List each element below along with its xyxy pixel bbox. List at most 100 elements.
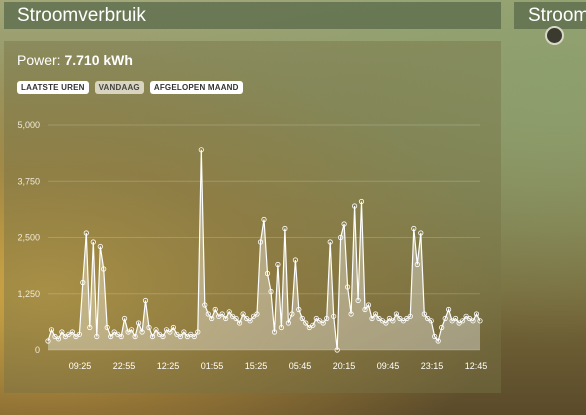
data-point[interactable] bbox=[261, 216, 267, 223]
data-point[interactable] bbox=[372, 311, 379, 317]
data-point[interactable] bbox=[160, 333, 166, 340]
data-point[interactable] bbox=[393, 311, 399, 317]
data-point[interactable] bbox=[439, 324, 445, 331]
data-point[interactable] bbox=[202, 302, 208, 308]
data-point[interactable] bbox=[268, 288, 274, 295]
data-point[interactable] bbox=[275, 261, 281, 268]
data-point[interactable] bbox=[337, 234, 344, 241]
data-point[interactable] bbox=[257, 239, 264, 245]
data-point[interactable] bbox=[445, 306, 452, 313]
data-point[interactable] bbox=[48, 327, 55, 333]
data-point[interactable] bbox=[285, 320, 291, 326]
data-point[interactable] bbox=[76, 331, 83, 337]
data-point[interactable] bbox=[358, 198, 365, 205]
data-point[interactable] bbox=[55, 336, 62, 342]
data-point[interactable] bbox=[418, 230, 424, 236]
data-point[interactable] bbox=[466, 315, 473, 322]
data-point[interactable] bbox=[170, 324, 176, 331]
data-point[interactable] bbox=[341, 221, 347, 227]
data-point[interactable] bbox=[233, 315, 239, 322]
data-point[interactable] bbox=[111, 329, 117, 335]
data-point[interactable] bbox=[435, 338, 441, 344]
data-point[interactable] bbox=[470, 318, 476, 324]
data-point[interactable] bbox=[386, 315, 392, 322]
data-point[interactable] bbox=[282, 225, 288, 232]
data-point[interactable] bbox=[80, 279, 86, 286]
data-point[interactable] bbox=[250, 313, 257, 319]
data-point[interactable] bbox=[264, 270, 271, 277]
data-point[interactable] bbox=[59, 329, 65, 335]
data-point[interactable] bbox=[334, 347, 340, 353]
data-point[interactable] bbox=[52, 333, 58, 340]
data-point[interactable] bbox=[299, 315, 305, 322]
data-point[interactable] bbox=[94, 333, 100, 340]
data-point[interactable] bbox=[397, 315, 403, 322]
data-point[interactable] bbox=[383, 320, 389, 326]
data-point[interactable] bbox=[209, 315, 215, 322]
data-point[interactable] bbox=[411, 225, 417, 232]
data-point[interactable] bbox=[139, 329, 145, 335]
data-point[interactable] bbox=[87, 324, 93, 331]
data-point[interactable] bbox=[331, 313, 337, 319]
range-button-month[interactable]: AFGELOPEN MAAND bbox=[149, 81, 243, 94]
data-point[interactable] bbox=[376, 315, 382, 322]
data-point[interactable] bbox=[303, 320, 309, 326]
toggle-knob[interactable] bbox=[545, 26, 564, 45]
data-point[interactable] bbox=[390, 318, 396, 324]
data-point[interactable] bbox=[129, 327, 135, 333]
data-point[interactable] bbox=[104, 324, 110, 331]
data-point[interactable] bbox=[195, 329, 201, 335]
data-point[interactable] bbox=[348, 311, 354, 317]
data-point[interactable] bbox=[355, 297, 361, 304]
data-point[interactable] bbox=[212, 306, 218, 313]
data-point[interactable] bbox=[344, 284, 351, 290]
data-point[interactable] bbox=[66, 331, 72, 337]
data-point[interactable] bbox=[205, 311, 211, 317]
data-point[interactable] bbox=[216, 313, 222, 319]
data-point[interactable] bbox=[223, 315, 229, 322]
range-button-recent[interactable]: LAATSTE UREN bbox=[17, 81, 89, 94]
data-point[interactable] bbox=[181, 329, 187, 335]
data-point[interactable] bbox=[146, 324, 152, 331]
data-point[interactable] bbox=[459, 318, 466, 324]
data-point[interactable] bbox=[247, 318, 253, 324]
data-point[interactable] bbox=[452, 315, 459, 322]
data-point[interactable] bbox=[237, 320, 243, 326]
data-point[interactable] bbox=[153, 327, 159, 333]
data-point[interactable] bbox=[240, 311, 246, 317]
data-point[interactable] bbox=[289, 311, 295, 317]
data-point[interactable] bbox=[167, 329, 173, 335]
data-point[interactable] bbox=[473, 311, 480, 317]
data-point[interactable] bbox=[97, 243, 103, 250]
data-point[interactable] bbox=[432, 333, 438, 340]
data-point[interactable] bbox=[292, 257, 298, 263]
range-button-today[interactable]: VANDAAG bbox=[94, 81, 144, 94]
data-point[interactable] bbox=[90, 239, 96, 245]
data-point[interactable] bbox=[226, 309, 232, 315]
data-point[interactable] bbox=[320, 320, 326, 326]
data-point[interactable] bbox=[428, 318, 434, 324]
data-point[interactable] bbox=[327, 239, 333, 245]
data-point[interactable] bbox=[198, 147, 204, 153]
data-point[interactable] bbox=[101, 266, 107, 272]
data-point[interactable] bbox=[278, 324, 284, 331]
data-point[interactable] bbox=[108, 333, 114, 340]
data-point[interactable] bbox=[296, 306, 302, 313]
data-point[interactable] bbox=[69, 329, 76, 335]
data-point[interactable] bbox=[142, 297, 149, 304]
data-point[interactable] bbox=[254, 311, 260, 317]
data-point[interactable] bbox=[324, 315, 330, 322]
data-point[interactable] bbox=[118, 333, 124, 340]
data-point[interactable] bbox=[449, 318, 455, 324]
data-point[interactable] bbox=[244, 315, 250, 322]
data-point[interactable] bbox=[219, 311, 225, 317]
data-point[interactable] bbox=[369, 315, 375, 322]
data-point[interactable] bbox=[191, 333, 197, 340]
data-point[interactable] bbox=[136, 320, 142, 326]
data-point[interactable] bbox=[351, 203, 358, 209]
data-point[interactable] bbox=[149, 333, 156, 340]
data-point[interactable] bbox=[45, 338, 51, 344]
data-point[interactable] bbox=[310, 322, 316, 328]
data-point[interactable] bbox=[442, 315, 448, 322]
data-point[interactable] bbox=[421, 311, 427, 317]
